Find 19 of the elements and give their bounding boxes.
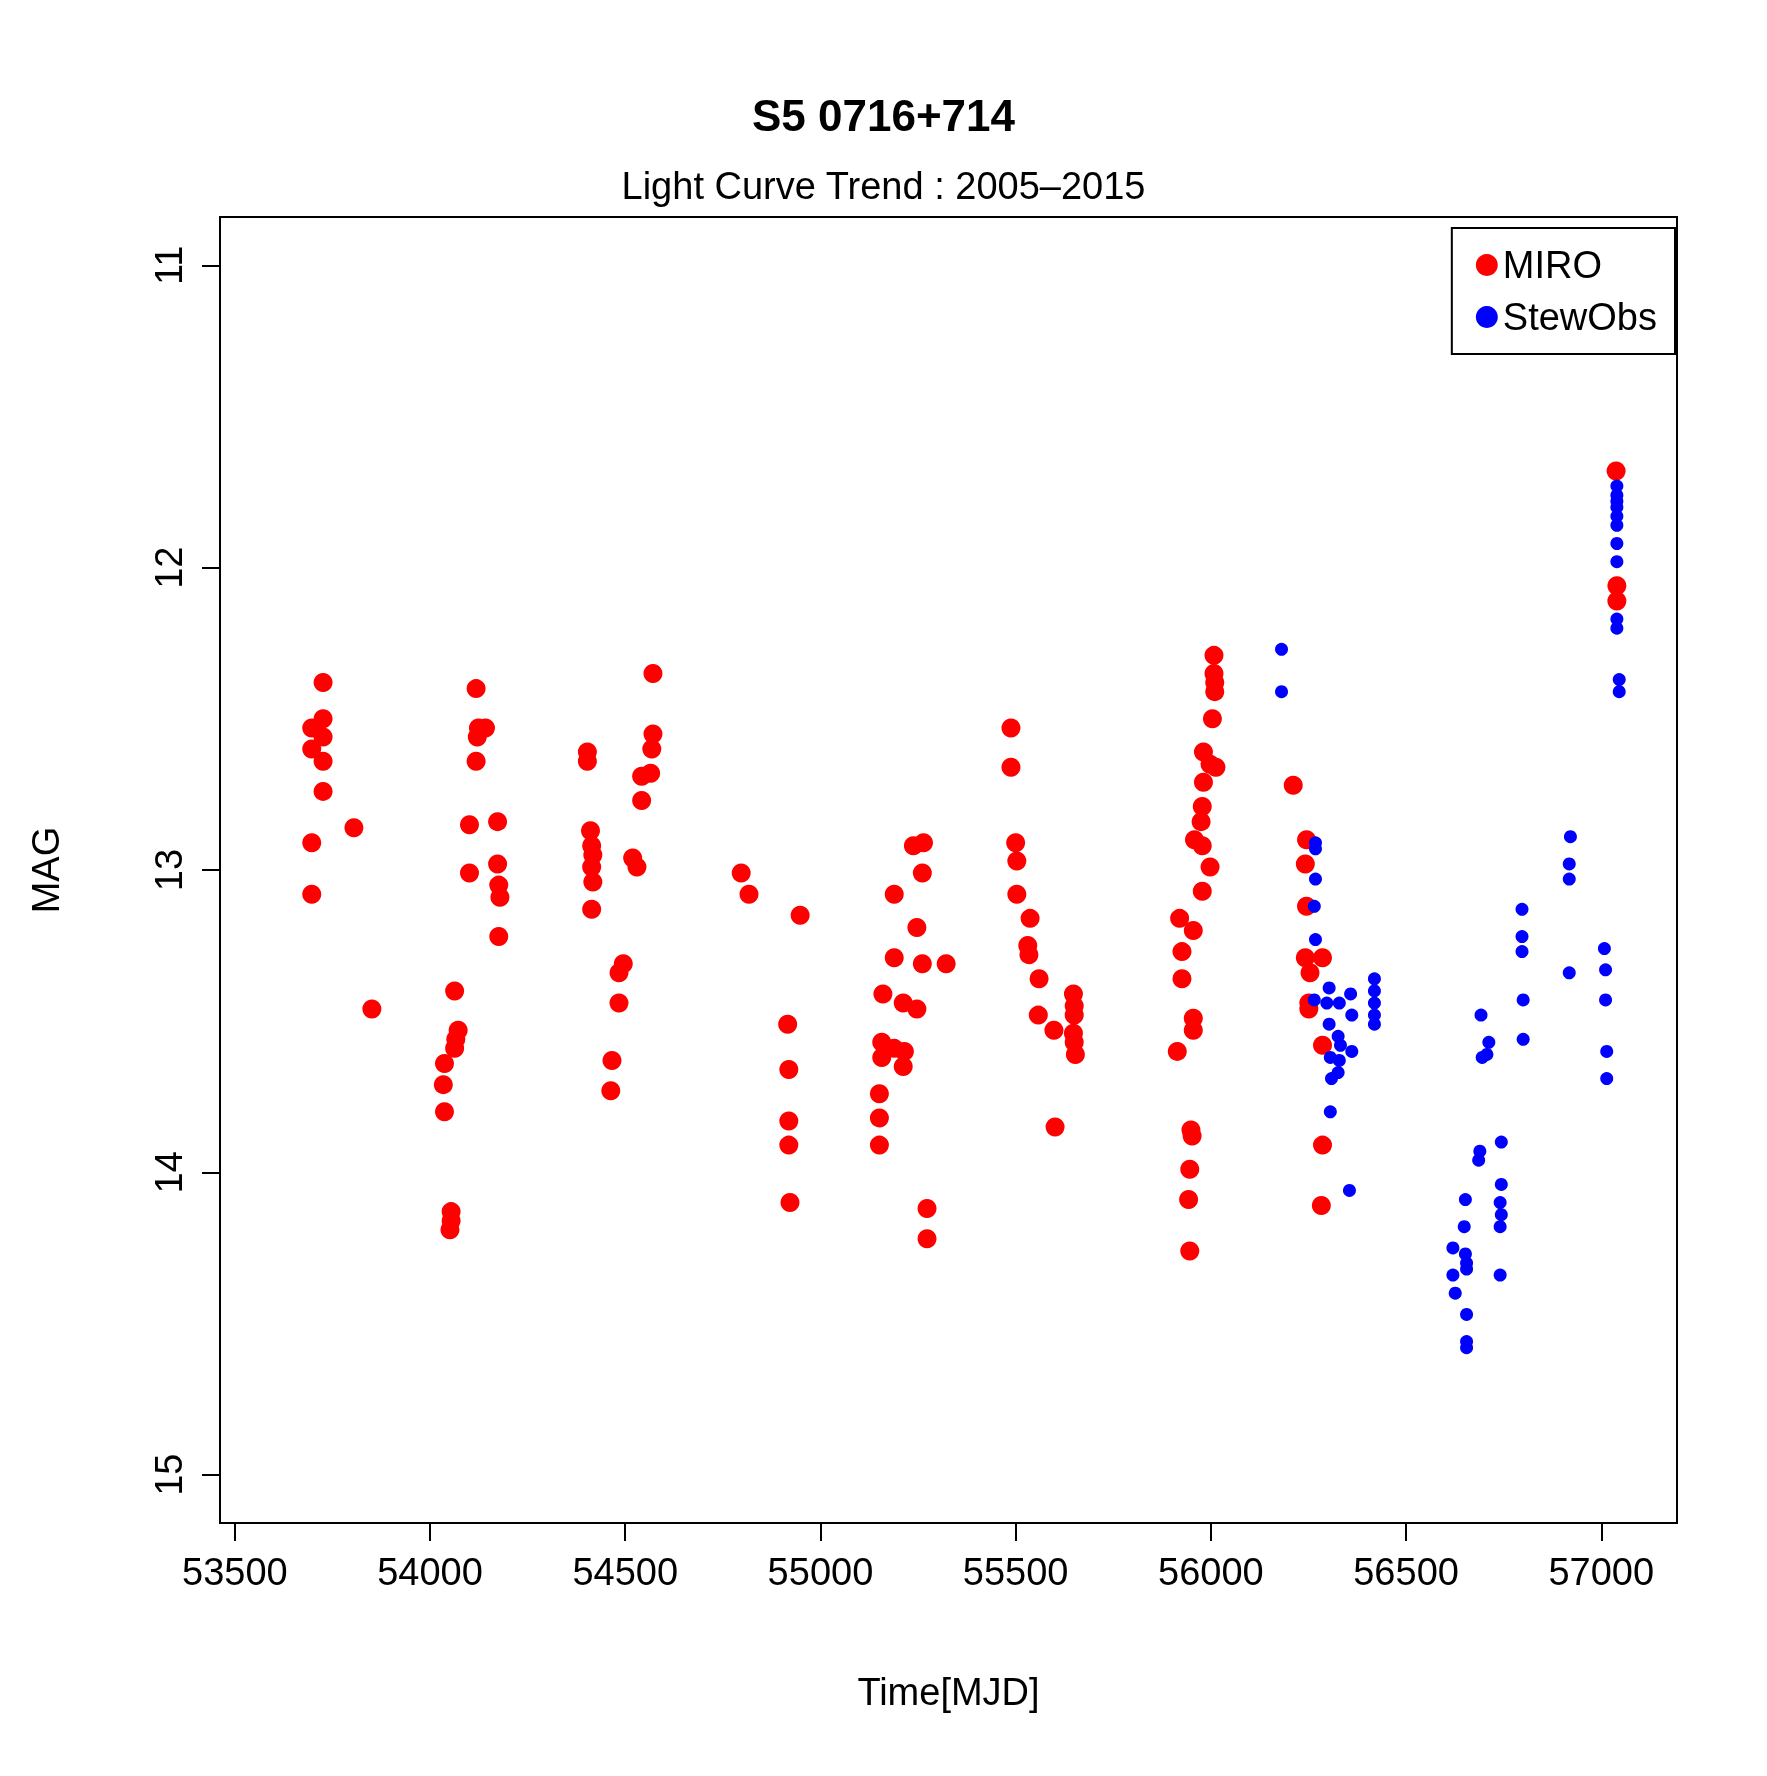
x-tick-label: 53500 [182,1551,288,1593]
x-tick-label: 56500 [1353,1551,1459,1593]
y-axis-title: MAG [25,826,67,914]
y-tick-label: 11 [148,245,190,286]
y-tick-label: 12 [148,546,190,589]
y-tick-label: 15 [148,1453,190,1496]
chart-subtitle: Light Curve Trend : 2005–2015 [621,165,1146,207]
y-tick-label: 14 [148,1151,190,1194]
x-tick-label: 57000 [1548,1551,1655,1593]
x-tick-label: 54500 [572,1551,679,1593]
y-tick-label: 13 [148,848,190,892]
x-tick-label: 55000 [767,1551,874,1593]
legend-label: MIRO [1502,244,1603,286]
chart-title: S5 0716+714 [751,90,1016,140]
x-tick-label: 56000 [1158,1551,1264,1593]
x-tick-label: 54000 [377,1551,483,1593]
x-axis-title: Time[MJD] [857,1671,1040,1713]
x-tick-label: 55500 [962,1551,1069,1593]
legend-label: StewObs [1502,296,1657,338]
